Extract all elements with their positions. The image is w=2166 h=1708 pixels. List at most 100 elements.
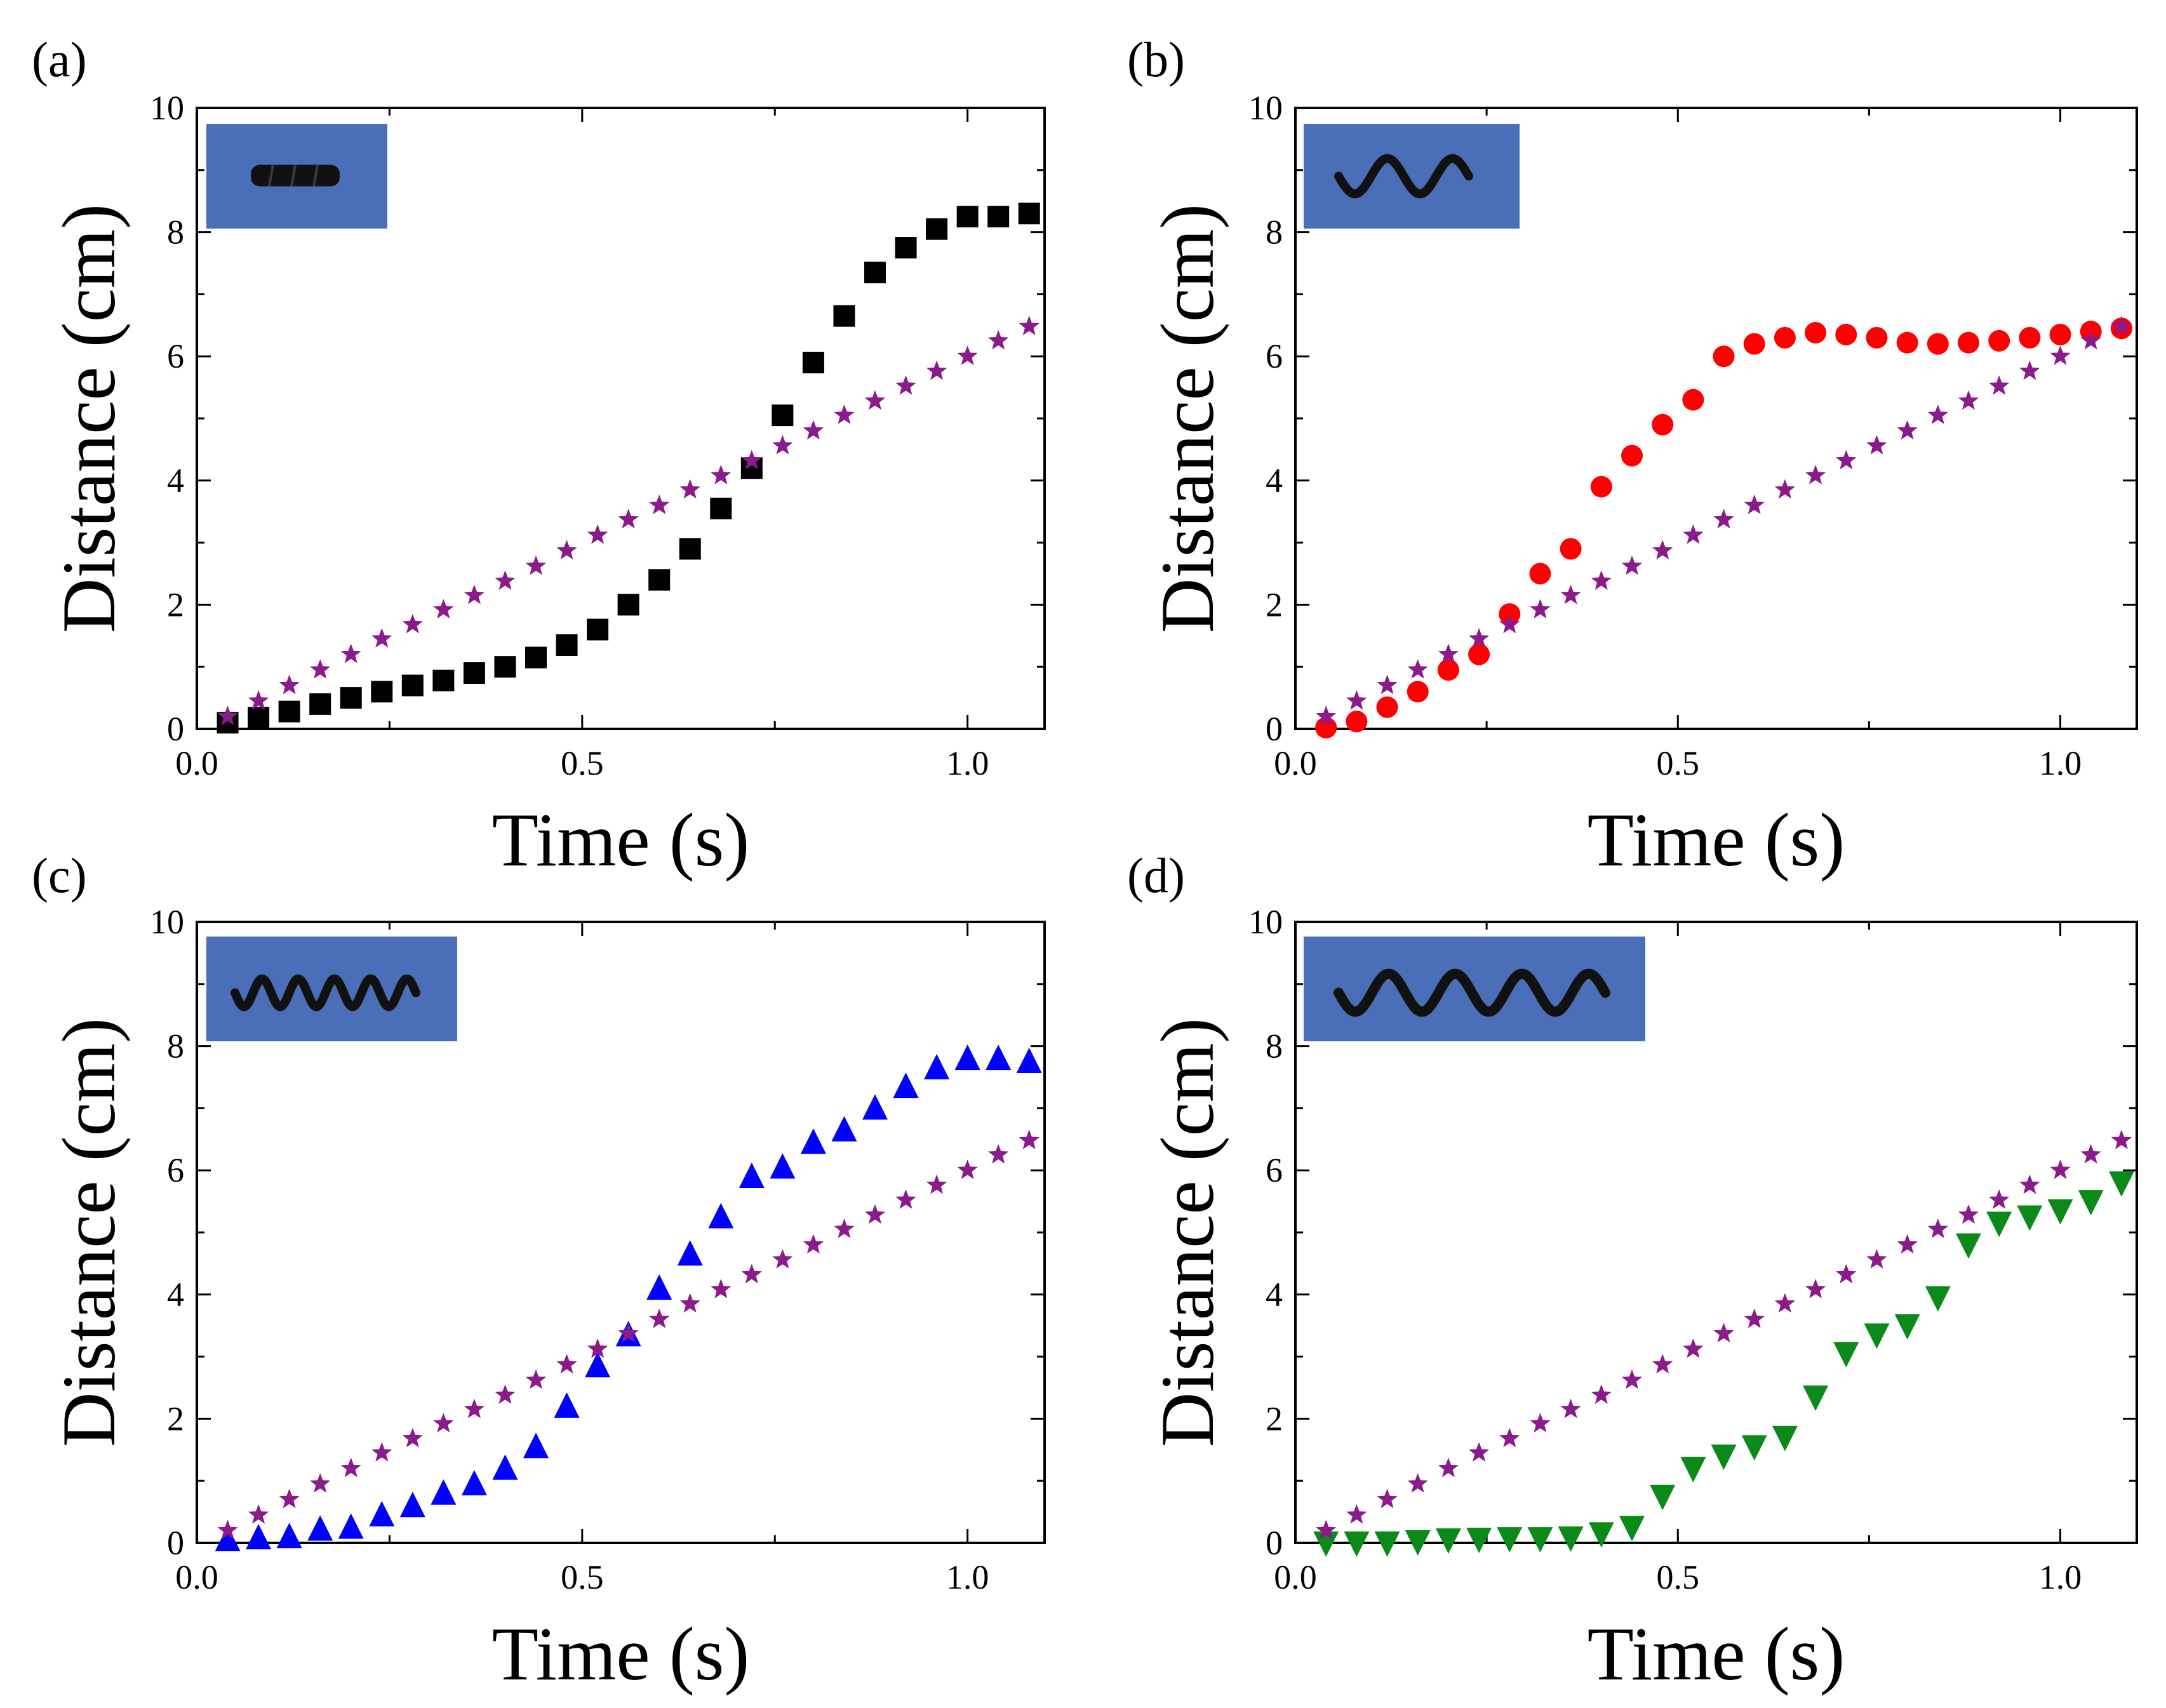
square-point bbox=[309, 693, 331, 715]
star-point bbox=[2080, 1144, 2101, 1164]
star-point bbox=[618, 1323, 639, 1343]
panel-label: (c) bbox=[32, 848, 87, 903]
triangle-down-point bbox=[1405, 1530, 1431, 1556]
star-point bbox=[834, 404, 855, 424]
ribbon-shape bbox=[1334, 968, 1610, 1017]
star-point bbox=[340, 643, 361, 664]
y-tick-label: 4 bbox=[1266, 462, 1283, 500]
triangle-down-point bbox=[1588, 1522, 1614, 1548]
triangle-down-point bbox=[2047, 1199, 2073, 1225]
y-tick-label: 6 bbox=[167, 337, 184, 375]
star-point bbox=[1927, 1218, 1948, 1238]
star-point bbox=[310, 659, 331, 679]
x-tick-label: 1.0 bbox=[946, 1558, 989, 1596]
square-point bbox=[617, 594, 639, 616]
circle-point bbox=[1805, 322, 1827, 344]
circle-point bbox=[1866, 326, 1888, 349]
circle-point bbox=[1560, 538, 1582, 560]
circle-point bbox=[1407, 681, 1429, 703]
square-point bbox=[371, 681, 393, 703]
star-point bbox=[402, 613, 423, 634]
triangle-up-point bbox=[954, 1044, 980, 1071]
star-point bbox=[988, 1144, 1009, 1164]
panel-a: (a) 0 2 4 6 8 10 0.0 0.5 1.0 Time (s) Distance (cm) bbox=[32, 32, 1046, 882]
square-point bbox=[710, 497, 732, 519]
y-tick-label: 2 bbox=[1266, 1399, 1283, 1438]
star-point bbox=[1530, 1413, 1551, 1432]
x-tick-label: 0.5 bbox=[561, 744, 604, 782]
y-tick-label: 8 bbox=[1266, 1027, 1283, 1065]
square-point bbox=[340, 687, 362, 709]
y-tick-label: 0 bbox=[1266, 710, 1283, 748]
y-tick-label: 2 bbox=[1266, 585, 1283, 624]
y-tick-label: 0 bbox=[1266, 1524, 1283, 1562]
star-point bbox=[1560, 584, 1581, 604]
star-point bbox=[1897, 1234, 1918, 1254]
star-point bbox=[1774, 479, 1796, 499]
triangle-up-point bbox=[461, 1470, 487, 1496]
series-sample-b bbox=[1315, 317, 2132, 739]
x-tick-label: 1.0 bbox=[2039, 744, 2082, 782]
star-point bbox=[556, 540, 577, 560]
panel-label: (d) bbox=[1127, 848, 1185, 903]
triangle-up-point bbox=[739, 1162, 765, 1188]
star-point bbox=[1407, 659, 1428, 679]
star-point bbox=[926, 360, 947, 380]
star-point bbox=[279, 1488, 300, 1509]
triangle-down-point bbox=[1313, 1531, 1339, 1557]
circle-point bbox=[1682, 389, 1704, 411]
star-point bbox=[1591, 570, 1612, 590]
circle-point bbox=[1468, 643, 1490, 665]
triangle-down-point bbox=[1466, 1528, 1492, 1554]
triangle-down-point bbox=[1558, 1526, 1584, 1552]
triangle-down-point bbox=[1650, 1484, 1676, 1511]
star-point bbox=[1683, 524, 1704, 544]
star-point bbox=[618, 509, 639, 529]
x-tick-label: 1.0 bbox=[2039, 1558, 2082, 1596]
x-tick-label: 0.0 bbox=[175, 1558, 218, 1596]
circle-point bbox=[1376, 696, 1398, 718]
star-point bbox=[1805, 1279, 1826, 1298]
star-point bbox=[371, 1442, 392, 1462]
star-point bbox=[1468, 1442, 1490, 1462]
triangle-up-point bbox=[831, 1116, 857, 1142]
circle-point bbox=[1927, 333, 1949, 355]
star-point bbox=[340, 1457, 361, 1478]
triangle-down-point bbox=[2078, 1190, 2104, 1216]
star-point bbox=[248, 690, 269, 710]
triangle-up-point bbox=[246, 1524, 272, 1550]
star-point bbox=[1530, 599, 1551, 618]
series-reference bbox=[1316, 316, 2132, 726]
y-tick-label: 10 bbox=[1248, 903, 1283, 941]
y-tick-label: 4 bbox=[1266, 1276, 1283, 1314]
triangle-up-point bbox=[986, 1044, 1012, 1071]
square-point bbox=[278, 700, 300, 723]
triangle-up-point bbox=[338, 1513, 364, 1539]
square-point bbox=[401, 674, 424, 697]
square-point bbox=[956, 206, 979, 228]
y-tick-label: 6 bbox=[167, 1151, 184, 1189]
star-point bbox=[895, 375, 916, 395]
star-point bbox=[2019, 360, 2040, 380]
star-point bbox=[1499, 1427, 1520, 1448]
star-point bbox=[895, 1189, 916, 1209]
triangle-down-point bbox=[1741, 1435, 1767, 1461]
star-point bbox=[1621, 555, 1643, 575]
star-point bbox=[679, 479, 700, 499]
x-axis-title: Time (s) bbox=[1588, 797, 1845, 882]
square-point bbox=[895, 237, 917, 259]
ribbon-shape bbox=[290, 164, 297, 187]
star-point bbox=[217, 705, 238, 726]
x-tick-label: 0.5 bbox=[1657, 744, 1700, 782]
triangle-up-point bbox=[215, 1526, 241, 1552]
square-point bbox=[525, 646, 547, 669]
triangle-up-point bbox=[1016, 1048, 1042, 1074]
star-point bbox=[803, 420, 824, 440]
circle-point bbox=[1988, 330, 2010, 352]
y-tick-label: 6 bbox=[1266, 337, 1283, 375]
star-point bbox=[279, 674, 300, 695]
star-point bbox=[1866, 435, 1887, 455]
star-point bbox=[1316, 705, 1337, 726]
star-point bbox=[1836, 1264, 1857, 1284]
